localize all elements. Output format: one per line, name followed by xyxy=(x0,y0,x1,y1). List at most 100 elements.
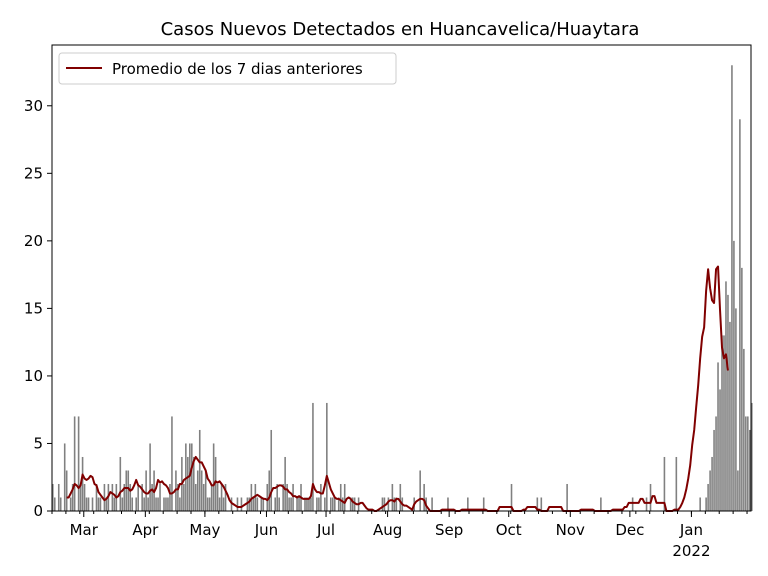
bar xyxy=(254,483,257,511)
y-axis: 0 5 10 15 20 25 30 xyxy=(24,97,52,520)
bar xyxy=(169,483,171,511)
bar xyxy=(324,497,326,511)
y-tick-label: 15 xyxy=(24,299,43,317)
legend-box xyxy=(58,52,397,85)
bar xyxy=(95,483,98,511)
bar xyxy=(81,456,84,511)
bar xyxy=(220,483,223,511)
bar xyxy=(198,429,201,511)
bar xyxy=(79,483,82,511)
bar xyxy=(713,429,715,511)
x-tick-label: Apr xyxy=(132,521,159,539)
bar xyxy=(723,335,725,511)
bar xyxy=(725,281,727,511)
bar xyxy=(266,483,269,511)
bar xyxy=(727,294,729,511)
bar xyxy=(306,497,308,511)
bar xyxy=(91,497,94,511)
legend-label: Promedio de los 7 dias anteriores xyxy=(112,60,363,78)
bar xyxy=(189,443,191,511)
bar xyxy=(65,470,68,511)
bar xyxy=(707,483,709,511)
x-tick-label: Oct xyxy=(496,521,522,539)
bar xyxy=(194,483,197,511)
bar xyxy=(343,483,346,511)
bar xyxy=(566,483,568,511)
bar xyxy=(208,497,211,511)
bar xyxy=(298,497,300,511)
plot-frame xyxy=(51,44,752,512)
bar xyxy=(316,497,318,511)
bar xyxy=(711,456,713,511)
bar xyxy=(482,497,485,511)
bar xyxy=(212,443,215,511)
bar xyxy=(141,483,143,511)
bar xyxy=(103,483,106,511)
bar xyxy=(381,497,384,511)
bar xyxy=(145,470,147,511)
bar xyxy=(649,483,652,511)
x-tick-label: Nov xyxy=(556,521,585,539)
bar xyxy=(151,483,153,511)
bar xyxy=(743,348,745,511)
x-tick-label: Jun xyxy=(254,521,278,539)
bar xyxy=(284,456,286,511)
bar xyxy=(278,497,280,511)
bar xyxy=(135,497,137,511)
bar xyxy=(59,497,62,511)
bar xyxy=(129,483,132,511)
bar xyxy=(167,497,169,511)
bar xyxy=(330,497,332,511)
y-tick-label: 20 xyxy=(24,232,43,250)
bar xyxy=(333,497,336,511)
bar xyxy=(183,483,185,511)
bar xyxy=(739,119,741,511)
x-tick-label: May xyxy=(189,521,220,539)
bar xyxy=(157,497,159,511)
bar xyxy=(218,497,221,511)
bar xyxy=(53,497,56,511)
bar xyxy=(270,429,273,511)
bar xyxy=(310,497,312,511)
bar xyxy=(318,497,320,511)
y-tick-label: 10 xyxy=(24,367,43,385)
bar xyxy=(341,497,344,511)
bar xyxy=(204,470,207,511)
bar xyxy=(393,497,396,511)
bar xyxy=(185,443,187,511)
bar xyxy=(353,497,356,511)
bar xyxy=(191,443,193,511)
bar xyxy=(423,483,425,511)
bar xyxy=(721,335,723,511)
bar xyxy=(159,483,161,511)
bar xyxy=(248,497,251,511)
bar xyxy=(52,483,54,511)
bar xyxy=(123,483,126,511)
bar xyxy=(105,497,108,511)
x-tick-sublabel: 2022 xyxy=(672,542,710,560)
bar xyxy=(200,470,203,511)
bar xyxy=(147,497,149,511)
x-tick-label: Dec xyxy=(615,521,644,539)
x-tick-label: Sep xyxy=(435,521,463,539)
bar xyxy=(202,483,205,511)
x-tick-label: Jan xyxy=(679,521,703,539)
bar xyxy=(240,497,243,511)
bar xyxy=(125,470,128,511)
bar xyxy=(383,497,386,511)
bar xyxy=(196,470,199,511)
chart-title: Casos Nuevos Detectados en Huancavelica/… xyxy=(161,19,640,40)
bar xyxy=(210,483,213,511)
bar xyxy=(337,497,340,511)
bar xyxy=(741,267,743,511)
bar xyxy=(675,456,678,511)
y-tick-label: 0 xyxy=(33,502,43,520)
bar xyxy=(165,497,167,511)
bar xyxy=(276,483,278,511)
bar xyxy=(250,483,253,511)
bar xyxy=(729,321,731,511)
bar xyxy=(304,497,306,511)
bar xyxy=(705,497,707,511)
